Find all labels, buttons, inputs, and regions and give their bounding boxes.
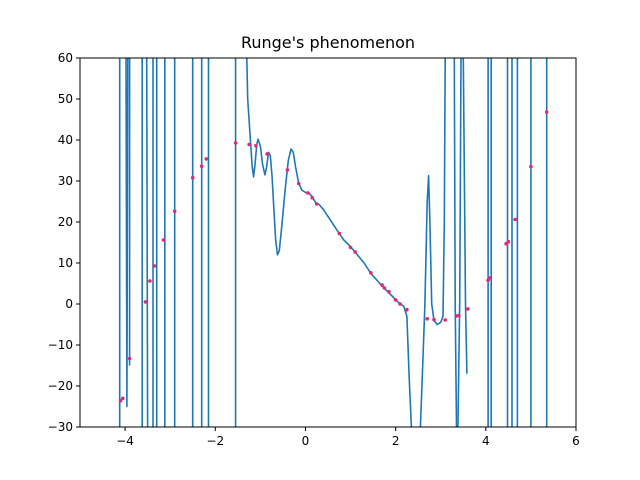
interpolation-curve-segment: [145, 58, 149, 427]
y-tick-label: −30: [48, 420, 73, 434]
sample-point: [148, 279, 152, 283]
sample-point: [247, 142, 251, 147]
x-tick-label: 6: [572, 434, 580, 448]
interpolation-curve-segment: [453, 58, 458, 427]
point-layer: [118, 110, 549, 403]
sample-point: [172, 209, 177, 214]
sample-point: [466, 307, 470, 311]
sample-point: [190, 175, 195, 180]
sample-point: [348, 245, 353, 250]
sample-point: [143, 300, 148, 304]
sample-point: [233, 141, 238, 145]
sample-point: [254, 143, 258, 148]
sample-point: [310, 196, 315, 200]
sample-point: [353, 250, 357, 254]
y-tick-label: 20: [58, 215, 73, 229]
chart-title: Runge's phenomenon: [241, 33, 415, 52]
sample-point: [380, 283, 384, 287]
x-tick-label: −4: [116, 434, 134, 448]
sample-point: [513, 217, 517, 222]
sample-point: [121, 396, 125, 401]
sample-point: [393, 298, 398, 302]
sample-point: [382, 286, 387, 290]
interpolation-curve-segment: [419, 58, 446, 427]
sample-point: [285, 168, 290, 172]
interpolation-curve-segment: [457, 58, 462, 427]
sample-point: [118, 399, 123, 403]
sample-point: [457, 313, 461, 318]
sample-point: [369, 271, 373, 275]
interpolation-curve-segment: [125, 58, 129, 408]
sample-point: [152, 264, 157, 268]
sample-point: [305, 191, 310, 195]
sample-point: [204, 157, 209, 161]
y-tick-label: −10: [48, 338, 73, 352]
sample-point: [443, 318, 448, 322]
sample-point: [506, 239, 511, 244]
interpolation-curve-segment: [462, 58, 468, 374]
x-tick-label: 0: [302, 434, 310, 448]
sample-point: [337, 231, 342, 236]
y-tick-label: 10: [58, 256, 73, 270]
interpolation-curve-segment: [246, 58, 413, 427]
plot-frame: [79, 57, 577, 428]
x-tick-label: 2: [392, 434, 400, 448]
sample-point: [488, 276, 493, 280]
sample-point: [199, 164, 204, 168]
sample-point: [425, 317, 430, 321]
x-tick-label: 4: [482, 434, 490, 448]
y-tick-label: 50: [58, 92, 73, 106]
sample-point: [127, 356, 132, 361]
sample-point: [161, 238, 166, 242]
sample-point: [398, 302, 402, 306]
sample-point: [296, 181, 301, 186]
sample-point: [314, 202, 319, 206]
y-tick-label: 60: [58, 51, 73, 65]
sample-point: [432, 317, 436, 322]
y-axis: −30 −20 −10 0 10 20 30 40 50 60: [48, 51, 80, 434]
sample-point: [486, 278, 490, 283]
y-tick-label: 0: [65, 297, 73, 311]
sample-point: [265, 152, 269, 156]
sample-point: [405, 307, 409, 312]
sample-point: [529, 164, 533, 169]
sample-point: [544, 110, 549, 114]
sample-point: [387, 289, 391, 294]
curve-layer: [118, 58, 548, 427]
x-axis: −4 −2 0 2 4 6: [116, 427, 580, 448]
y-tick-label: 40: [58, 133, 73, 147]
y-tick-label: 30: [58, 174, 73, 188]
x-tick-label: −2: [206, 434, 224, 448]
y-tick-label: −20: [48, 379, 73, 393]
